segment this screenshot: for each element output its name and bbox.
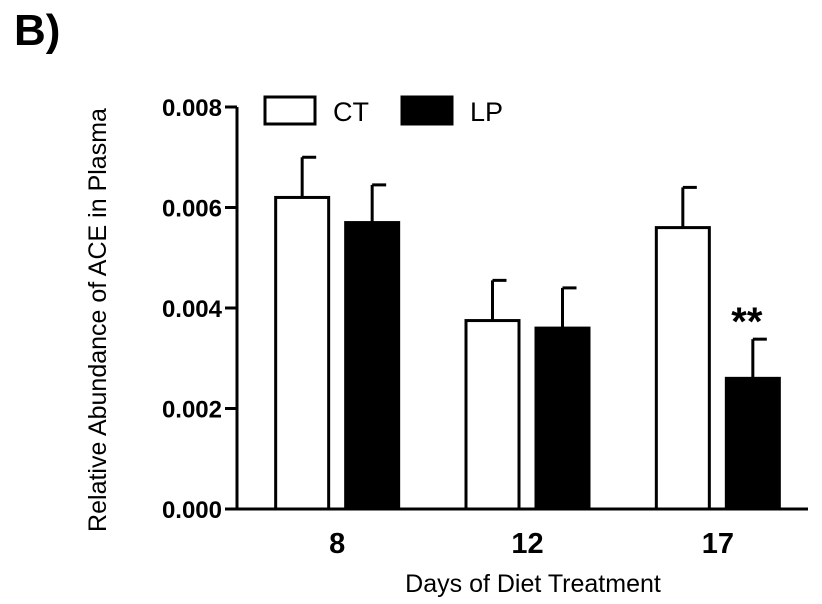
panel-label: B) bbox=[14, 6, 61, 55]
bar-ct-17 bbox=[654, 226, 711, 511]
y-tick-label: 0.002 bbox=[162, 397, 222, 424]
legend: CT LP bbox=[263, 95, 503, 127]
legend-label-ct: CT bbox=[333, 97, 369, 127]
legend-swatch-ct bbox=[263, 95, 317, 126]
x-tick-label: 8 bbox=[329, 528, 345, 560]
y-tick-label: 0.000 bbox=[162, 497, 222, 524]
y-tick-label: 0.008 bbox=[162, 95, 222, 122]
error-bars-group bbox=[300, 155, 767, 379]
y-tick-label: 0.006 bbox=[162, 196, 222, 223]
significance-annotation: ** bbox=[731, 300, 763, 344]
bar-ct-12 bbox=[464, 319, 521, 511]
bar-ct-8 bbox=[274, 195, 331, 511]
bar-lp-12 bbox=[534, 326, 591, 511]
annotations-group: ** bbox=[731, 300, 763, 344]
y-tick-label: 0.004 bbox=[162, 296, 223, 323]
x-tick-label: 12 bbox=[511, 528, 543, 560]
bar-lp-17 bbox=[724, 376, 781, 511]
bars-group bbox=[274, 195, 781, 511]
y-axis-label: Relative Abundance of ACE in Plasma bbox=[84, 108, 112, 532]
legend-swatch-lp bbox=[400, 95, 454, 126]
x-axis: 8 12 17 bbox=[235, 507, 808, 560]
y-axis: 0.000 0.002 0.004 0.006 0.008 bbox=[162, 95, 239, 524]
bar-lp-8 bbox=[344, 221, 401, 511]
legend-label-lp: LP bbox=[470, 97, 503, 127]
x-axis-label: Days of Diet Treatment bbox=[405, 570, 661, 598]
x-tick-label: 17 bbox=[702, 528, 734, 560]
